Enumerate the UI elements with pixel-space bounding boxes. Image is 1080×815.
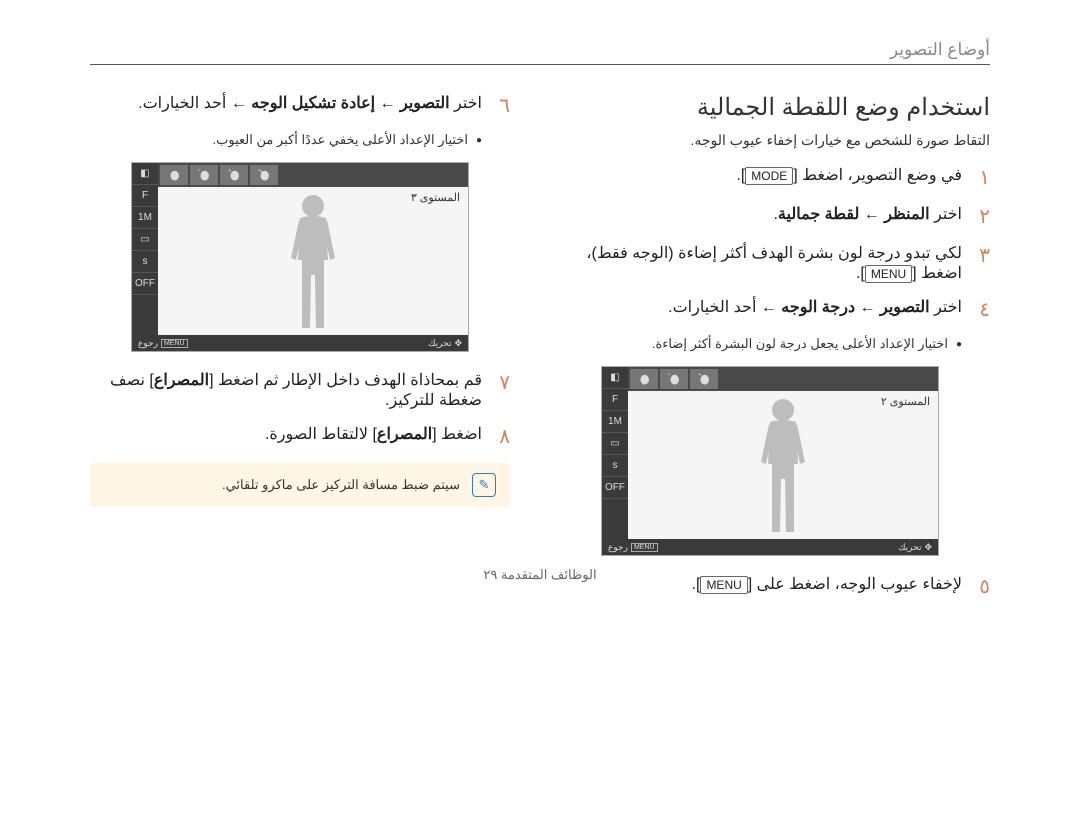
level-tab xyxy=(660,369,688,389)
step-note: ●اختيار الإعداد الأعلى يخفي عددًا أكبر م… xyxy=(90,132,482,148)
section-subtitle: التقاط صورة للشخص مع خيارات إخفاء عيوب ا… xyxy=(550,132,990,149)
footer-move: ✥تحريك xyxy=(428,338,462,349)
level-tab xyxy=(160,165,188,185)
step-number: ٤ xyxy=(974,297,990,322)
sidebar-icon: s xyxy=(602,455,628,477)
step-text: اختر التصوير ← درجة الوجه ← أحد الخيارات… xyxy=(550,297,962,317)
instruction-step: ٨ اضغط [المصراع] لالتقاط الصورة. xyxy=(90,424,510,449)
level-tabs xyxy=(158,163,468,187)
sidebar-icon: s xyxy=(132,251,158,273)
footer-back: MENUرجوع xyxy=(138,338,188,349)
level-indicator: المستوى ٢ xyxy=(881,395,930,408)
level-tabs xyxy=(628,367,938,391)
steps-right-container: ١ في وضع التصوير، اضغط [MODE]. ٢ اختر ال… xyxy=(550,165,990,599)
step-text: لكي تبدو درجة لون بشرة الهدف أكثر إضاءة … xyxy=(550,243,962,283)
instruction-step: ١ في وضع التصوير، اضغط [MODE]. xyxy=(550,165,990,190)
sidebar-icon: ◧ xyxy=(132,163,158,185)
instruction-step: ٢ اختر المنظر ← لقطة جمالية. xyxy=(550,204,990,229)
sidebar-icon: F xyxy=(602,389,628,411)
step-number: ٨ xyxy=(494,424,510,449)
manual-page: أوضاع التصوير استخدام وضع اللقطة الجمالي… xyxy=(0,0,1080,613)
camera-lcd-mockup: ◧F1M▭sOFF المستوى ٣ ✥تحريك MENUرجوع xyxy=(131,162,469,352)
level-tab xyxy=(250,165,278,185)
level-tab xyxy=(190,165,218,185)
instruction-step: ٤ اختر التصوير ← درجة الوجه ← أحد الخيار… xyxy=(550,297,990,322)
level-tab xyxy=(690,369,718,389)
step-number: ١ xyxy=(974,165,990,190)
footer-move: ✥تحريك xyxy=(898,542,932,553)
page-header: أوضاع التصوير xyxy=(90,40,990,65)
step-number: ٢ xyxy=(974,204,990,229)
step-text: اضغط [المصراع] لالتقاط الصورة. xyxy=(90,424,482,444)
camera-sidebar: ◧F1M▭sOFF xyxy=(132,163,158,335)
camera-footer: ✥تحريك MENUرجوع xyxy=(132,335,468,351)
instruction-step: ٦ اختر التصوير ← إعادة تشكيل الوجه ← أحد… xyxy=(90,93,510,118)
sidebar-icon: OFF xyxy=(132,273,158,295)
sidebar-icon: 1M xyxy=(132,207,158,229)
level-tab xyxy=(630,369,658,389)
step-text: لإخفاء عيوب الوجه، اضغط على [MENU]. xyxy=(550,574,962,594)
two-column-layout: استخدام وضع اللقطة الجمالية التقاط صورة … xyxy=(90,93,990,613)
step-number: ٧ xyxy=(494,370,510,395)
instruction-step: ٥ لإخفاء عيوب الوجه، اضغط على [MENU]. xyxy=(550,574,990,599)
level-tab xyxy=(220,165,248,185)
step-text: اختر المنظر ← لقطة جمالية. xyxy=(550,204,962,224)
sidebar-icon: OFF xyxy=(602,477,628,499)
step-number: ٥ xyxy=(974,574,990,599)
footer-back: MENUرجوع xyxy=(608,542,658,553)
breadcrumb: أوضاع التصوير xyxy=(890,40,990,59)
info-icon: ✎ xyxy=(472,473,496,497)
note-text: سيتم ضبط مسافة التركيز على ماكرو تلقائي. xyxy=(222,477,460,493)
info-note: ✎ سيتم ضبط مسافة التركيز على ماكرو تلقائ… xyxy=(90,463,510,507)
level-indicator: المستوى ٣ xyxy=(411,191,460,204)
steps-left-container: ٦ اختر التصوير ← إعادة تشكيل الوجه ← أحد… xyxy=(90,93,510,507)
step-number: ٦ xyxy=(494,93,510,118)
instruction-step: ٧ قم بمحاذاة الهدف داخل الإطار ثم اضغط [… xyxy=(90,370,510,410)
step-number: ٣ xyxy=(974,243,990,268)
step-note: ●اختيار الإعداد الأعلى يجعل درجة لون الب… xyxy=(550,336,962,352)
step-text: اختر التصوير ← إعادة تشكيل الوجه ← أحد ا… xyxy=(90,93,482,113)
camera-viewfinder: المستوى ٣ xyxy=(158,163,468,335)
instruction-step: ٣ لكي تبدو درجة لون بشرة الهدف أكثر إضاء… xyxy=(550,243,990,283)
page-footer: الوظائف المتقدمة ٢٩ xyxy=(483,567,596,583)
right-column: استخدام وضع اللقطة الجمالية التقاط صورة … xyxy=(550,93,990,613)
camera-lcd-mockup: ◧F1M▭sOFF المستوى ٢ ✥تحريك MENUرجوع xyxy=(601,366,939,556)
left-column: ٦ اختر التصوير ← إعادة تشكيل الوجه ← أحد… xyxy=(90,93,510,613)
person-silhouette-icon xyxy=(270,190,356,330)
camera-footer: ✥تحريك MENUرجوع xyxy=(602,539,938,555)
sidebar-icon: F xyxy=(132,185,158,207)
sidebar-icon: ▭ xyxy=(132,229,158,251)
person-silhouette-icon xyxy=(740,394,826,534)
sidebar-icon: 1M xyxy=(602,411,628,433)
sidebar-icon: ◧ xyxy=(602,367,628,389)
step-text: قم بمحاذاة الهدف داخل الإطار ثم اضغط [ال… xyxy=(90,370,482,410)
section-title: استخدام وضع اللقطة الجمالية xyxy=(550,93,990,122)
camera-sidebar: ◧F1M▭sOFF xyxy=(602,367,628,539)
camera-viewfinder: المستوى ٢ xyxy=(628,367,938,539)
step-text: في وضع التصوير، اضغط [MODE]. xyxy=(550,165,962,185)
sidebar-icon: ▭ xyxy=(602,433,628,455)
